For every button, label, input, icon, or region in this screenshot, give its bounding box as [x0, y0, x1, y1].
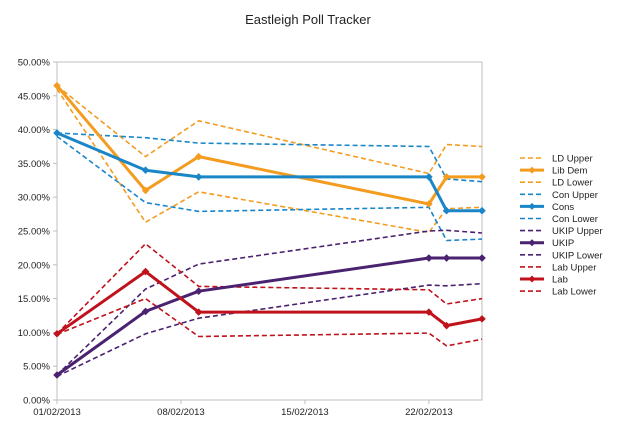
data-point	[194, 308, 203, 316]
series-line-lab-upper	[56, 243, 483, 335]
legend-item: Lib Dem	[520, 166, 587, 177]
data-point	[478, 206, 486, 215]
legend-label: LD Upper	[552, 154, 593, 165]
legend-label: UKIP Upper	[552, 226, 603, 237]
data-point	[425, 200, 433, 208]
legend-item: UKIP Lower	[520, 250, 603, 261]
series-layer	[53, 81, 486, 379]
y-tick-label: 30.00%	[18, 193, 51, 204]
series-ukip-upper	[56, 229, 483, 376]
series-ld-lower	[56, 88, 483, 234]
y-tick-label: 35.00%	[18, 159, 51, 170]
series-ukip-lower	[56, 282, 483, 378]
x-tick-label: 22/02/2013	[405, 407, 453, 418]
series-lab	[53, 267, 486, 338]
y-tick-label: 25.00%	[18, 227, 51, 238]
series-line-lab	[56, 270, 483, 336]
x-tick-label: 15/02/2013	[281, 407, 329, 418]
legend-marker	[528, 166, 536, 174]
legend-marker	[528, 239, 536, 247]
series-line-cons	[56, 131, 482, 213]
series-line-lib-dem	[55, 84, 482, 206]
legend-label: Lab	[552, 275, 568, 286]
legend-label: LD Lower	[552, 178, 593, 189]
legend-item: LD Upper	[520, 154, 593, 165]
y-tick-label: 45.00%	[18, 91, 51, 102]
data-point	[141, 307, 150, 316]
series-line-ukip-upper	[56, 229, 483, 376]
data-point	[425, 254, 433, 262]
series-con-upper	[56, 132, 483, 183]
legend-item: UKIP Upper	[520, 226, 603, 237]
legend-label: Lib Dem	[552, 166, 587, 177]
series-line-ukip	[56, 256, 482, 377]
legend-item: Con Upper	[520, 190, 598, 201]
y-tick-label: 40.00%	[18, 125, 51, 136]
series-line-con-upper	[56, 132, 483, 183]
series-ukip	[53, 254, 486, 379]
data-point	[442, 206, 451, 215]
data-point	[53, 371, 61, 379]
series-line-lab-lower	[56, 297, 483, 347]
x-tick-label: 08/02/2013	[157, 407, 205, 418]
series-cons	[53, 129, 486, 215]
data-point	[442, 254, 451, 262]
legend-item: Lab Lower	[520, 287, 596, 298]
series-line-con-lower	[56, 135, 483, 242]
data-point	[53, 81, 61, 90]
series-lab-upper	[56, 243, 483, 335]
legend-label: UKIP Lower	[552, 250, 603, 261]
legend-label: Con Upper	[552, 190, 598, 201]
legend-marker	[528, 202, 536, 210]
legend-item: Lab	[520, 275, 568, 286]
legend-item: Con Lower	[520, 214, 598, 225]
legend-item: LD Lower	[520, 178, 593, 189]
data-point	[442, 173, 451, 181]
y-tick-label: 0.00%	[23, 396, 50, 407]
legend-item: UKIP	[520, 238, 574, 249]
series-lab-lower	[56, 297, 483, 347]
data-point	[478, 254, 486, 262]
chart-title: Eastleigh Poll Tracker	[245, 12, 371, 27]
data-point	[478, 315, 486, 323]
y-tick-label: 50.00%	[18, 58, 51, 69]
series-line-ld-lower	[56, 88, 483, 234]
data-point	[141, 267, 150, 276]
legend-label: Con Lower	[552, 214, 598, 225]
legend-label: UKIP	[552, 238, 574, 249]
data-point	[425, 308, 433, 316]
y-tick-label: 5.00%	[23, 362, 50, 373]
data-point	[425, 173, 433, 181]
legend-label: Cons	[552, 202, 574, 213]
data-point	[141, 166, 150, 174]
series-lib-dem	[53, 81, 486, 208]
data-point	[194, 173, 203, 181]
data-point	[53, 329, 61, 338]
data-point	[194, 287, 203, 295]
data-point	[442, 321, 451, 330]
y-tick-label: 15.00%	[18, 294, 51, 305]
y-axis: 0.00% 5.00% 10.00% 15.00% 20.00% 25.00% 30.00%…	[18, 58, 57, 407]
legend-label: Lab Lower	[552, 287, 596, 298]
data-point	[478, 173, 486, 181]
data-point	[141, 186, 150, 195]
series-con-lower	[56, 135, 483, 242]
x-tick-label: 01/02/2013	[33, 407, 81, 418]
x-axis: 01/02/2013 08/02/2013 15/02/2013 22/02/2013	[33, 400, 453, 418]
data-point	[53, 129, 61, 137]
legend-item: Lab Upper	[520, 262, 596, 273]
data-point	[194, 152, 203, 161]
series-line-ukip-lower	[56, 282, 483, 378]
legend-item: Cons	[520, 202, 574, 213]
y-tick-label: 10.00%	[18, 328, 51, 339]
legend-marker	[528, 275, 536, 283]
y-tick-label: 20.00%	[18, 260, 51, 271]
legend-label: Lab Upper	[552, 262, 596, 273]
